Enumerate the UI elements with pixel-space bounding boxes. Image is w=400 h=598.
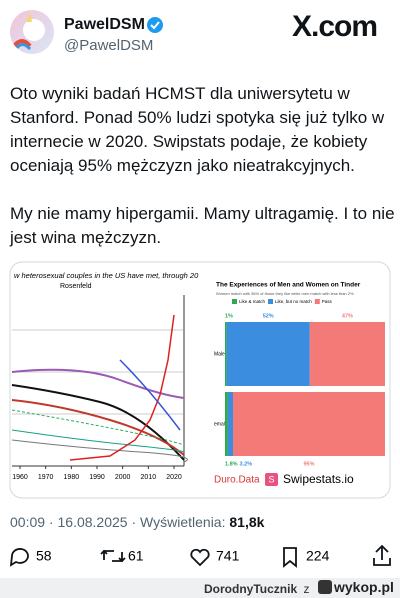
like-button[interactable]: 741	[190, 548, 240, 567]
tinder-chart: The Experiences of Men and Women on Tind…	[214, 282, 385, 486]
author-handle[interactable]: @PawelDSM	[64, 37, 154, 54]
value-label: 1.8%	[225, 461, 238, 467]
source: Duro.Data	[214, 475, 260, 486]
tweet-meta: 00:09 · 16.08.2025 · Wyświetlenia: 81,8k	[10, 514, 265, 530]
avatar-art	[12, 12, 45, 51]
tinder-title: The Experiences of Men and Women on Tind…	[216, 282, 361, 289]
legend-swatch	[314, 299, 320, 304]
bar-segment	[225, 322, 227, 386]
swipestats-icon	[265, 473, 278, 486]
time: 00:09	[10, 514, 46, 530]
row-label: Male	[214, 351, 225, 357]
x-tick-label: 2000	[115, 474, 131, 481]
line	[11, 368, 185, 399]
legend-label: Pass	[322, 299, 333, 304]
verified-badge	[147, 17, 163, 33]
bookmark-count: 224	[306, 548, 330, 564]
tinder-subtitle: Women match with 36% of those they like …	[216, 291, 354, 296]
value-label: 52%	[263, 313, 274, 319]
like-count: 741	[216, 548, 240, 564]
legend-label: Like & match	[239, 299, 266, 304]
tweet-text: Oto wyniki badań HCMST dla uniwersytetu …	[10, 82, 396, 274]
bar-segment	[309, 322, 385, 386]
x-tick-label: 1990	[89, 474, 105, 481]
legend-swatch	[268, 299, 274, 304]
left-chart-title: w heterosexual couples in the US have me…	[14, 271, 199, 280]
repost-button[interactable]: 61	[100, 548, 144, 564]
line	[11, 439, 188, 463]
value-label: 1%	[225, 313, 233, 319]
bookmark-button[interactable]: 224	[283, 547, 330, 568]
line	[119, 359, 181, 431]
watermark-user: DorodnyTucznik	[204, 582, 298, 596]
watermark-bar	[0, 578, 400, 598]
wykop-icon	[318, 580, 332, 594]
legend-label: Like, but no match	[275, 299, 312, 304]
reply-button[interactable]: 58	[9, 548, 52, 567]
tweet-paragraph: Oto wyniki badań HCMST dla uniwersytetu …	[10, 84, 385, 175]
source: Swipestats.io	[283, 472, 354, 486]
watermark-site: wykop.pl	[334, 579, 394, 595]
tweet-paragraph: My nie mamy hipergamii. Mamy ultragamię.…	[10, 204, 395, 247]
watermark: DorodnyTucznik z	[204, 582, 312, 596]
watermark-joiner: z	[303, 582, 310, 596]
action-bar: 58 61 741 224	[9, 544, 391, 568]
author-name[interactable]: PawelDSM	[64, 16, 145, 33]
left-chart: w heterosexual couples in the US have me…	[11, 271, 199, 481]
line	[11, 429, 185, 453]
date: 16.08.2025	[57, 514, 128, 530]
bar-segment	[233, 392, 385, 456]
bar-segment	[225, 392, 228, 456]
value-label: 95%	[303, 461, 314, 467]
line	[11, 399, 185, 456]
views: 81,8k	[229, 514, 265, 530]
value-label: 3.2%	[240, 461, 253, 467]
bar-segment	[226, 322, 310, 386]
value-label: 47%	[342, 313, 353, 319]
x-tick-label: 2010	[141, 474, 157, 481]
swipestats-icon-letter: S	[268, 474, 274, 484]
reply-count: 58	[36, 548, 52, 564]
site-logo: X.com	[292, 10, 378, 43]
line	[11, 384, 185, 461]
avatar[interactable]	[10, 10, 54, 54]
row-label: emale	[214, 421, 228, 427]
repost-count: 61	[128, 548, 144, 564]
left-chart-subtitle: Rosenfeld	[60, 283, 92, 290]
x-tick-label: 1980	[64, 474, 80, 481]
bar-segment	[227, 392, 233, 456]
legend-swatch	[232, 299, 237, 304]
share-button[interactable]	[373, 544, 391, 566]
line	[69, 314, 175, 461]
x-tick-label: 2020	[166, 474, 182, 481]
x-tick-label: 1960	[12, 474, 28, 481]
line	[11, 409, 185, 446]
x-tick-label: 1970	[38, 474, 54, 481]
views-label: Wyświetlenia:	[140, 514, 226, 530]
